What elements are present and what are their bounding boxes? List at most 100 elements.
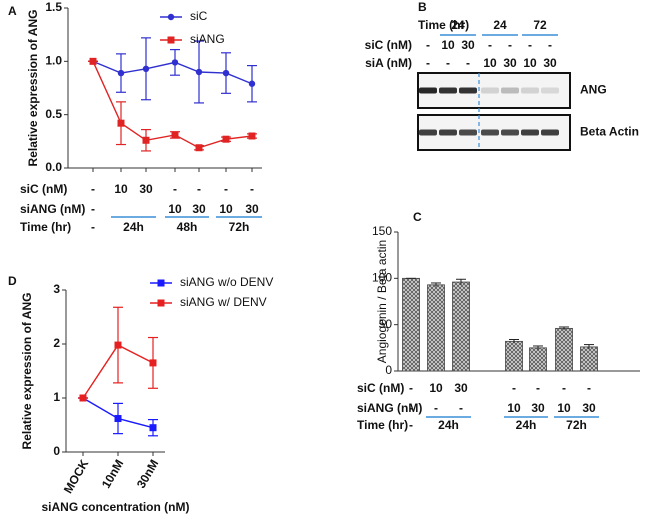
panel-label: B [418,0,427,14]
blot-row-label: siA (nM) [365,56,412,70]
condition-value: 30 [531,401,545,415]
condition-value: 10 [168,202,182,216]
point [149,359,157,367]
blot-row-value: - [528,38,532,52]
blot-row-value: - [466,56,470,70]
blot-row-label: siC (nM) [365,38,412,52]
condition-value: - [459,401,463,415]
blot-time: 72 [533,18,547,32]
condition-time: 72h [566,418,587,432]
point [171,59,179,66]
condition-value: 30 [139,182,153,196]
x-axis-label: siANG concentration (nM) [41,500,189,514]
bar [402,277,420,372]
condition-value: - [512,381,516,395]
point [117,69,125,77]
bar [505,340,523,372]
condition-value: - [173,182,177,196]
y-tick-label: 0.0 [45,160,62,174]
point [142,65,150,73]
condition-value: - [224,182,228,196]
blot-row-value: - [488,38,492,52]
condition-value: - [587,381,591,395]
blot-band [481,87,499,94]
legend-label: siANG w/ DENV [180,295,267,309]
y-tick-label: 0 [385,363,392,377]
y-tick-label: 150 [372,224,392,238]
blot-row-value: 30 [543,56,557,70]
legend-label: siANG [190,32,225,46]
condition-value: 10 [114,182,128,196]
condition-value: - [91,182,95,196]
blot-band [459,129,477,136]
blot-band [459,87,477,94]
condition-value: 10 [429,381,443,395]
bar [452,281,470,372]
condition-time: - [409,418,413,432]
condition-value: - [250,182,254,196]
condition-value: - [562,381,566,395]
y-axis-label: Relative expression of ANG [20,293,34,450]
blot-band [439,87,457,94]
legend-marker [157,279,165,287]
condition-value: - [409,381,413,395]
y-tick-label: 2 [53,336,60,350]
y-tick-label: 0.5 [45,107,62,121]
blot-row-value: - [508,38,512,52]
blot-row-value: 30 [503,56,517,70]
y-tick-label: 1.0 [45,54,62,68]
blot-row-value: 10 [523,56,537,70]
blot-band [439,129,457,136]
point [79,394,87,402]
y-tick-label: 1 [53,390,60,404]
blot-band [521,129,539,136]
blot-row-value: - [548,38,552,52]
condition-time: 24h [438,418,459,432]
panel-label: D [8,274,17,288]
condition-label: Time (hr) [357,418,408,432]
y-axis-label: Angiogenin / Beta actin [375,240,389,363]
x-tick-label: MOCK [61,457,92,496]
condition-time: - [91,220,95,234]
point [248,132,256,140]
bar [555,327,573,372]
condition-value: - [536,381,540,395]
y-tick-label: 50 [379,317,393,331]
blot-band [541,129,559,136]
y-axis-label: Relative expression of ANG [26,10,40,167]
legend-marker [157,299,165,307]
bar [580,346,598,372]
blot-band [541,87,559,94]
point [171,131,179,139]
blot-row-value: 10 [483,56,497,70]
condition-label: siANG (nM) [357,401,422,415]
legend-marker [167,13,175,21]
point [222,135,230,143]
blot-band [419,87,437,94]
blot-time-label: Time (hr) [418,18,469,32]
blot-band-label: ANG [580,83,607,97]
condition-time: 72h [229,220,250,234]
legend-label: siANG w/o DENV [180,275,273,289]
blot-time: 24 [493,18,507,32]
blot-row-value: - [426,38,430,52]
point [114,415,122,423]
blot-time: 24 [451,18,465,32]
condition-value: 10 [507,401,521,415]
condition-value: 30 [245,202,259,216]
point [142,136,150,144]
blot-band [481,129,499,136]
condition-label: siC (nM) [20,182,67,196]
legend-marker [167,36,175,44]
blot-band [521,87,539,94]
y-tick-label: 1.5 [45,0,62,14]
y-tick-label: 100 [372,271,392,285]
blot-row-value: - [446,56,450,70]
condition-value: 10 [557,401,571,415]
point [149,424,157,432]
panel-label: A [8,4,17,18]
blot-row-value: - [426,56,430,70]
condition-label: siC (nM) [357,381,404,395]
blot-band-label: Beta Actin [580,125,639,139]
